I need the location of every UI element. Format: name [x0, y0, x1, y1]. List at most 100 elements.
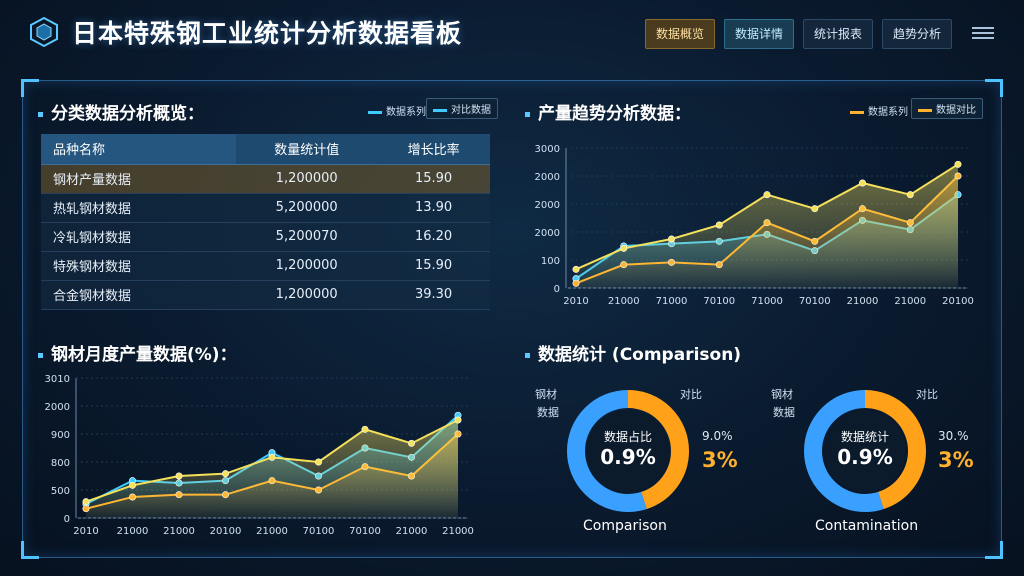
- x-tick-label: 71000: [751, 296, 783, 307]
- legend-swatch: [918, 108, 932, 112]
- data-point: [620, 244, 628, 252]
- legend-series[interactable]: 数据系列: [368, 103, 426, 118]
- donut-center-value: 0.9%: [600, 445, 656, 469]
- series-area: [86, 420, 458, 518]
- data-table: 品种名称 数量统计值 增长比率 钢材产量数据 1,200000 15.90 热轧…: [41, 134, 490, 310]
- donut-segment: [804, 390, 926, 512]
- legend-label: 对比数据: [451, 105, 491, 116]
- donut-segment: [567, 390, 689, 512]
- table-cell: 1,200000: [236, 280, 378, 310]
- donut-side-label: 钢材: [535, 388, 557, 401]
- table-cell: 16.20: [377, 222, 490, 252]
- comparison-panel-title-text: 数据统计 (Comparison): [538, 345, 742, 365]
- table-header-row: 品种名称 数量统计值 增长比率: [41, 134, 490, 165]
- data-point: [954, 160, 962, 168]
- tab-trends[interactable]: 趋势分析: [882, 19, 953, 49]
- frame-corner: [21, 79, 39, 97]
- donut-side-value: 3%: [702, 448, 738, 472]
- donut-hole: [587, 410, 669, 492]
- comparison-panel-title: 数据统计 (Comparison): [525, 340, 741, 365]
- table-cell: 钢材产量数据: [41, 164, 237, 194]
- x-tick-label: 21000: [608, 296, 640, 307]
- data-point: [361, 425, 369, 433]
- x-tick-label: 21000: [163, 526, 195, 537]
- data-point: [454, 416, 462, 424]
- y-tick-label: 800: [51, 458, 70, 469]
- data-point: [268, 453, 276, 461]
- data-point: [668, 235, 676, 243]
- monthly-panel-title: 钢材月度产量数据(%)：: [38, 340, 237, 365]
- x-tick-label: 21000: [442, 526, 474, 537]
- table-row[interactable]: 合金钢材数据 1,200000 39.30: [41, 280, 490, 310]
- data-point: [222, 470, 230, 478]
- donut-chart: [567, 390, 689, 512]
- table-cell: 5,200000: [236, 193, 378, 223]
- donut-center: 数据占比 0.9%: [576, 428, 680, 469]
- table-row[interactable]: 特殊钢材数据 1,200000 15.90: [41, 251, 490, 281]
- table-cell: 5,200070: [236, 222, 378, 252]
- donut-side-label: 对比: [680, 388, 702, 401]
- data-point: [811, 205, 819, 213]
- y-tick-label: 3010: [45, 374, 70, 385]
- legend-compare[interactable]: 数据对比: [911, 98, 983, 119]
- table-row[interactable]: 热轧钢材数据 5,200000 13.90: [41, 193, 490, 223]
- bullet-icon: [38, 352, 43, 358]
- x-tick-label: 20100: [210, 526, 242, 537]
- table-row[interactable]: 钢材产量数据 1,200000 15.90: [41, 164, 490, 194]
- y-tick-label: 0: [554, 284, 560, 295]
- legend-swatch: [433, 108, 447, 112]
- dashboard-frame: [21, 79, 1003, 559]
- y-tick-label: 900: [51, 430, 70, 441]
- frame-corner: [985, 79, 1003, 97]
- table-cell: 15.90: [377, 251, 490, 281]
- x-tick-label: 70100: [703, 296, 735, 307]
- y-tick-label: 2000: [535, 172, 560, 183]
- table-panel-title-text: 分类数据分析概览：: [51, 104, 204, 124]
- legend-label: 数据对比: [936, 105, 976, 116]
- legend-label: 数据系列: [868, 107, 908, 118]
- donut-chart: [804, 390, 926, 512]
- y-tick-label: 100: [541, 256, 560, 267]
- y-tick-label: 2000: [45, 402, 70, 413]
- x-tick-label: 21000: [847, 296, 879, 307]
- trend-panel-title: 产量趋势分析数据：: [525, 99, 691, 124]
- x-tick-label: 70100: [349, 526, 381, 537]
- table-cell: 热轧钢材数据: [41, 193, 237, 223]
- legend-swatch: [850, 110, 864, 114]
- data-point: [129, 481, 137, 489]
- donut-caption: Comparison: [583, 518, 667, 534]
- table-cell: 合金钢材数据: [41, 280, 237, 310]
- column-header[interactable]: 数量统计值: [236, 134, 378, 165]
- donut-side-label: 对比: [916, 388, 938, 401]
- donut-center: 数据统计 0.9%: [813, 428, 917, 469]
- donut-side-label: 数据: [773, 406, 795, 419]
- table-panel-title: 分类数据分析概览：: [38, 99, 204, 124]
- menu-icon[interactable]: [972, 24, 994, 42]
- table-cell: 39.30: [377, 280, 490, 310]
- x-tick-label: 2010: [563, 296, 588, 307]
- column-header[interactable]: 增长比率: [377, 134, 490, 165]
- data-point: [715, 221, 723, 229]
- tab-details[interactable]: 数据详情: [724, 19, 795, 49]
- data-point: [175, 472, 183, 480]
- tab-overview[interactable]: 数据概览: [645, 19, 716, 49]
- x-tick-label: 21000: [117, 526, 149, 537]
- trend-panel-title-text: 产量趋势分析数据：: [538, 104, 691, 124]
- legend-series[interactable]: 数据系列: [850, 103, 908, 118]
- frame-corner: [985, 541, 1003, 559]
- data-point: [858, 179, 866, 187]
- bullet-icon: [525, 352, 530, 358]
- table-cell: 特殊钢材数据: [41, 251, 237, 281]
- table-cell: 13.90: [377, 193, 490, 223]
- legend-compare[interactable]: 对比数据: [426, 98, 498, 119]
- table-row[interactable]: 冷轧钢材数据 5,200070 16.20: [41, 222, 490, 252]
- tab-reports[interactable]: 统计报表: [803, 19, 874, 49]
- y-tick-label: 500: [51, 486, 70, 497]
- data-point: [572, 265, 580, 273]
- column-header[interactable]: 品种名称: [41, 134, 237, 165]
- x-tick-label: 71000: [656, 296, 688, 307]
- x-tick-label: 21000: [894, 296, 926, 307]
- donut-center-value: 0.9%: [837, 445, 893, 469]
